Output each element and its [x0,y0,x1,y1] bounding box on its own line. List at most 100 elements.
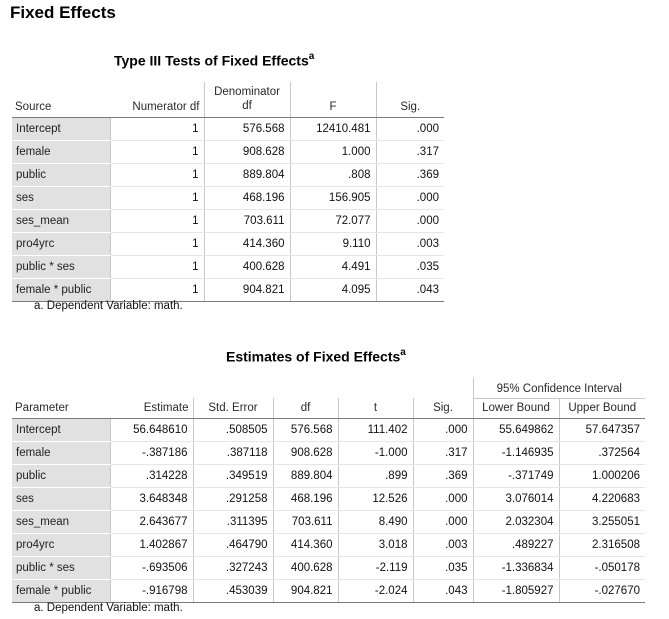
df-cell: 400.628 [272,556,338,580]
estimates-title-text: Estimates of Fixed Effects [226,348,401,365]
std-error-cell: .387118 [192,441,273,465]
row-label: female * public [12,579,111,603]
header-numerator-df: Numerator df [110,82,204,118]
sig-cell: .000 [412,487,473,511]
sig-cell: .000 [375,209,444,233]
denominator-df-cell: 576.568 [203,116,290,141]
row-label: public * ses [12,255,111,279]
header-denominator-df-line2: df [242,99,252,112]
sig-cell: .043 [375,278,444,302]
estimate-cell: 2.643677 [110,510,193,534]
type3-footnote: a. Dependent Variable: math. [34,300,183,312]
sig-cell: .000 [412,510,473,534]
table-row: female -.387186 .387118 908.628 -1.000 .… [12,441,645,465]
row-label: ses [12,186,111,210]
denominator-df-cell: 400.628 [203,255,290,279]
lower-bound-cell: -1.805927 [472,579,559,603]
upper-bound-cell: 1.000206 [558,464,645,488]
sig-cell: .035 [412,556,473,580]
estimates-table-title: Estimates of Fixed Effectsa [226,347,406,365]
f-cell: 12410.481 [289,116,376,141]
type3-title-text: Type III Tests of Fixed Effects [114,52,309,69]
row-label: female [12,441,111,465]
lower-bound-cell: 2.032304 [472,510,559,534]
table-row: female * public 1 904.821 4.095 .043 [12,278,444,302]
t-cell: 3.018 [337,533,413,557]
numerator-df-cell: 1 [110,186,204,210]
table-row: female 1 908.628 1.000 .317 [12,140,444,164]
header-upper-bound: Upper Bound [558,398,645,419]
std-error-cell: .508505 [192,417,273,442]
estimate-cell: -.916798 [110,579,193,603]
numerator-df-cell: 1 [110,278,204,302]
denominator-df-cell: 904.821 [203,278,290,302]
row-label: public [12,163,111,187]
f-cell: 156.905 [289,186,376,210]
table-row: public * ses -.693506 .327243 400.628 -2… [12,556,645,580]
df-cell: 576.568 [272,417,338,442]
row-label: public [12,464,111,488]
header-df: df [272,398,338,419]
lower-bound-cell: 55.649862 [472,417,559,442]
numerator-df-cell: 1 [110,209,204,233]
upper-bound-cell: 4.220683 [558,487,645,511]
header-t: t [337,398,413,419]
t-cell: 12.526 [337,487,413,511]
denominator-df-cell: 468.196 [203,186,290,210]
table-row: Intercept 56.648610 .508505 576.568 111.… [12,417,645,442]
denominator-df-cell: 908.628 [203,140,290,164]
sig-cell: .000 [375,186,444,210]
t-cell: -2.024 [337,579,413,603]
row-label: female [12,140,111,164]
estimate-cell: 3.648348 [110,487,193,511]
numerator-df-cell: 1 [110,116,204,141]
header-denominator-df: Denominator df [203,82,290,118]
upper-bound-cell: 57.647357 [558,417,645,442]
lower-bound-cell: 3.076014 [472,487,559,511]
numerator-df-cell: 1 [110,255,204,279]
t-cell: -1.000 [337,441,413,465]
lower-bound-cell: -1.146935 [472,441,559,465]
header-confidence-interval: 95% Confidence Interval [472,378,645,399]
f-cell: .808 [289,163,376,187]
f-cell: 4.491 [289,255,376,279]
denominator-df-cell: 414.360 [203,232,290,256]
estimate-cell: .314228 [110,464,193,488]
estimates-table: 95% Confidence Interval Parameter Estima… [12,378,645,603]
row-label: ses [12,487,111,511]
row-label: ses_mean [12,510,111,534]
denominator-df-cell: 889.804 [203,163,290,187]
estimates-footnote: a. Dependent Variable: math. [34,602,183,614]
sig-cell: .000 [412,417,473,442]
table-row: public .314228 .349519 889.804 .899 .369… [12,464,645,488]
upper-bound-cell: 2.316508 [558,533,645,557]
t-cell: 111.402 [337,417,413,442]
header-sig: Sig. [375,82,444,118]
header-source: Source [12,82,110,118]
lower-bound-cell: -1.336834 [472,556,559,580]
table-row: public 1 889.804 .808 .369 [12,163,444,187]
sig-cell: .369 [412,464,473,488]
row-label: pro4yrc [12,232,111,256]
type3-table: Source Numerator df Denominator df F Sig.… [12,82,444,302]
df-cell: 908.628 [272,441,338,465]
estimate-cell: 1.402867 [110,533,193,557]
numerator-df-cell: 1 [110,232,204,256]
df-cell: 468.196 [272,487,338,511]
std-error-cell: .453039 [192,579,273,603]
std-error-cell: .291258 [192,487,273,511]
row-label: ses_mean [12,209,111,233]
f-cell: 9.110 [289,232,376,256]
row-label: Intercept [12,417,111,442]
row-label: female * public [12,278,111,302]
header-parameter: Parameter [12,398,110,419]
estimate-cell: -.387186 [110,441,193,465]
estimates-title-superscript: a [400,347,406,358]
table-row: ses 3.648348 .291258 468.196 12.526 .000… [12,487,645,511]
sig-cell: .317 [412,441,473,465]
sig-cell: .317 [375,140,444,164]
row-label: public * ses [12,556,111,580]
std-error-cell: .311395 [192,510,273,534]
header-estimate: Estimate [110,398,193,419]
row-label: Intercept [12,116,111,141]
